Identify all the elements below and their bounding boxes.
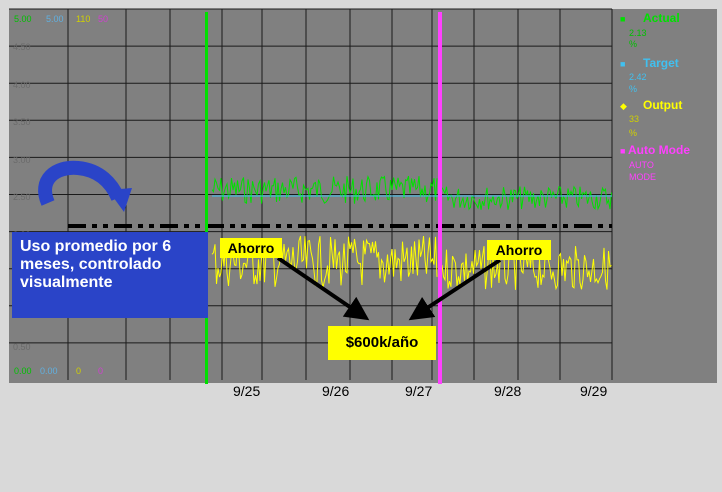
- actual-marker-icon: ■: [620, 14, 626, 24]
- header-scale-actual: 5.00: [14, 14, 32, 24]
- date-label: 9/28: [494, 383, 522, 399]
- header-scale-target: 5.00: [46, 14, 64, 24]
- date-label: 9/27: [405, 383, 433, 399]
- date-label: 9/29: [580, 383, 608, 399]
- legend-output-unit: %: [629, 128, 638, 138]
- savings-label: $600k/año: [328, 326, 436, 360]
- y-scale-label: 2.50: [13, 192, 31, 202]
- arrow-right: [408, 258, 502, 321]
- actual-series: [441, 185, 612, 211]
- actual-series: [211, 175, 438, 205]
- callout-curve-arrow: [38, 160, 125, 206]
- footer-scale-output: 0: [76, 366, 82, 376]
- legend-mode-unit: MODE: [629, 172, 656, 182]
- callout-text: Uso promedio por 6 meses, controlado vis…: [20, 238, 172, 291]
- legend-output-value: 33: [629, 114, 640, 124]
- output-series: [441, 245, 612, 291]
- cursor-line-left: [205, 12, 208, 384]
- date-label: 9/25: [233, 383, 261, 399]
- footer-scale-actual: 0.00: [14, 366, 32, 376]
- legend-output-label: Output: [643, 98, 683, 112]
- target-marker-icon: ■: [620, 59, 626, 69]
- legend-actual-label: Actual: [643, 11, 680, 25]
- cursor-line-right: [438, 12, 442, 384]
- legend-target-label: Target: [643, 56, 679, 70]
- savings-arrows: [276, 256, 502, 321]
- header-scale-output: 110: [76, 14, 91, 24]
- y-scale-label: 4.00: [13, 79, 31, 90]
- y-scale-label: 4.50: [13, 42, 31, 52]
- header-scale-mode: 50: [98, 14, 109, 24]
- legend-actual-value: 2.13: [629, 28, 647, 38]
- ahorro-label-right: Ahorro: [487, 240, 551, 260]
- arrow-left: [276, 256, 370, 321]
- y-scale-label: 3.00: [13, 154, 31, 165]
- ahorro-label-left: Ahorro: [220, 238, 282, 258]
- callout-box: Uso promedio por 6 meses, controlado vis…: [12, 232, 208, 318]
- legend-mode-label: Auto Mode: [628, 143, 690, 157]
- legend-mode-value: AUTO: [629, 160, 654, 170]
- y-scale-label: 3.50: [13, 117, 31, 127]
- legend-target-value: 2.42: [629, 72, 647, 82]
- trend-series: [211, 175, 612, 291]
- legend-actual-unit: %: [629, 39, 638, 49]
- date-label: 9/26: [322, 383, 350, 399]
- footer-scale-mode: 0: [98, 366, 104, 376]
- callout-arrow-head: [108, 188, 132, 212]
- footer-scale-target: 0.00: [40, 366, 58, 376]
- y-scale-label: 0.50: [13, 342, 31, 352]
- mode-marker-icon: ■: [620, 146, 626, 156]
- legend-target-unit: %: [629, 84, 638, 94]
- output-marker-icon: ◆: [620, 101, 627, 111]
